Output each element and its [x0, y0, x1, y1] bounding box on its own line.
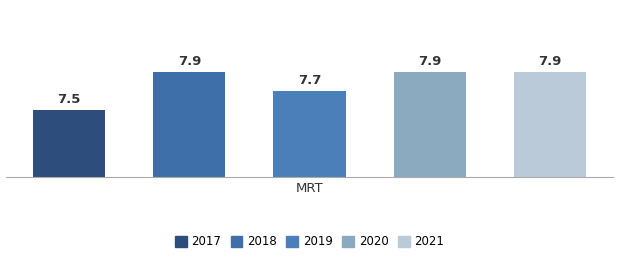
- Bar: [33, 110, 105, 280]
- Bar: [274, 91, 345, 280]
- Bar: [514, 72, 586, 280]
- Text: 7.9: 7.9: [538, 55, 561, 68]
- Legend: 2017, 2018, 2019, 2020, 2021: 2017, 2018, 2019, 2020, 2021: [170, 231, 449, 253]
- Text: 7.7: 7.7: [298, 74, 321, 87]
- X-axis label: MRT: MRT: [296, 182, 323, 195]
- Text: 7.9: 7.9: [418, 55, 441, 68]
- Text: 7.5: 7.5: [58, 94, 81, 106]
- Bar: [154, 72, 225, 280]
- Bar: [394, 72, 465, 280]
- Text: 7.9: 7.9: [178, 55, 201, 68]
